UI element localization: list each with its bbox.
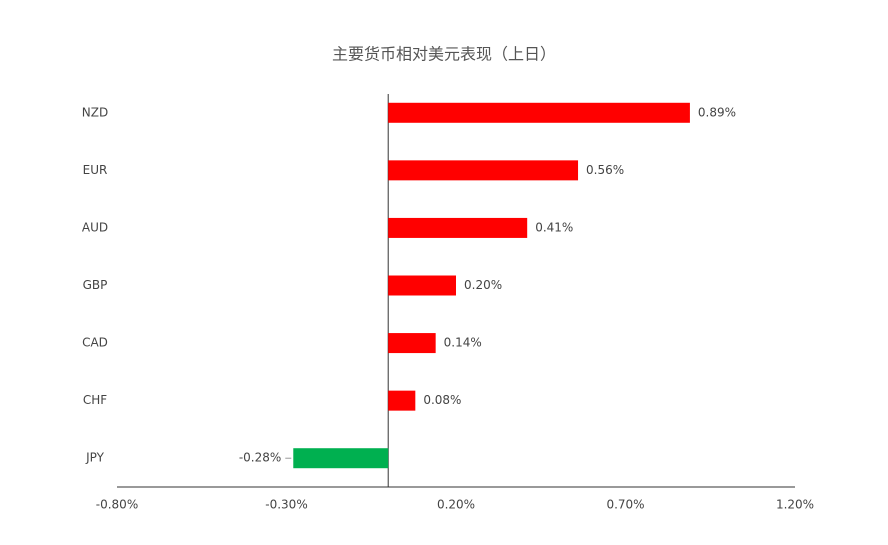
bar [388,217,528,238]
bar [388,390,416,411]
y-tick-label: JPY [85,451,105,465]
value-label: -0.28% [239,451,281,465]
bar [388,275,456,296]
x-tick-label: -0.80% [96,498,138,512]
value-label: 0.20% [464,278,502,292]
value-label: 0.14% [444,336,482,350]
value-label: 0.08% [423,393,461,407]
y-tick-label: EUR [83,163,108,177]
value-label: 0.89% [698,105,736,119]
bar [293,448,389,469]
y-tick-label: NZD [82,105,108,119]
x-tick-label: 0.70% [606,498,644,512]
chart-title: 主要货币相对美元表现（上日） [332,45,556,64]
bar [388,333,436,354]
y-tick-label: CHF [83,393,107,407]
value-label: 0.56% [586,163,624,177]
y-tick-label: CAD [82,336,108,350]
y-tick-label: GBP [83,278,108,292]
value-label: 0.41% [535,220,573,234]
bar [388,160,579,181]
bar [388,102,690,123]
y-tick-label: AUD [82,220,108,234]
x-tick-label: 0.20% [437,498,475,512]
x-tick-label: 1.20% [776,498,814,512]
x-tick-label: -0.30% [265,498,307,512]
